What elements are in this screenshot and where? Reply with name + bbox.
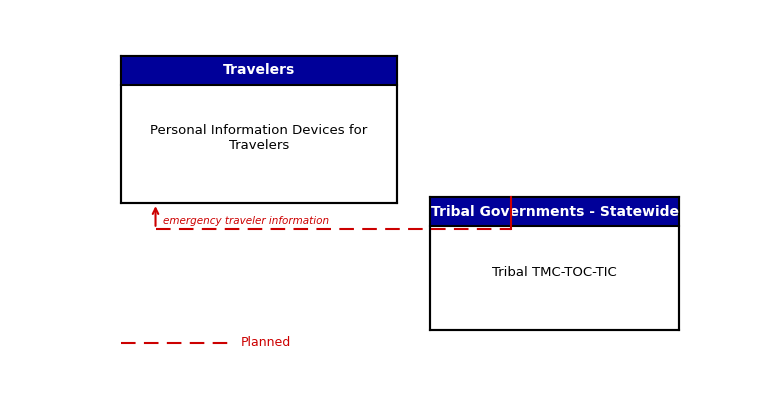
Text: Personal Information Devices for
Travelers: Personal Information Devices for Travele…: [150, 124, 367, 152]
Bar: [121, 56, 397, 85]
Text: Planned: Planned: [240, 336, 290, 349]
Text: Tribal TMC-TOC-TIC: Tribal TMC-TOC-TIC: [493, 267, 617, 279]
Text: Travelers: Travelers: [223, 63, 295, 77]
Bar: [431, 197, 679, 330]
Bar: [121, 56, 397, 203]
Bar: [431, 197, 679, 226]
Text: emergency traveler information: emergency traveler information: [164, 215, 330, 225]
Text: Tribal Governments - Statewide: Tribal Governments - Statewide: [431, 204, 679, 218]
